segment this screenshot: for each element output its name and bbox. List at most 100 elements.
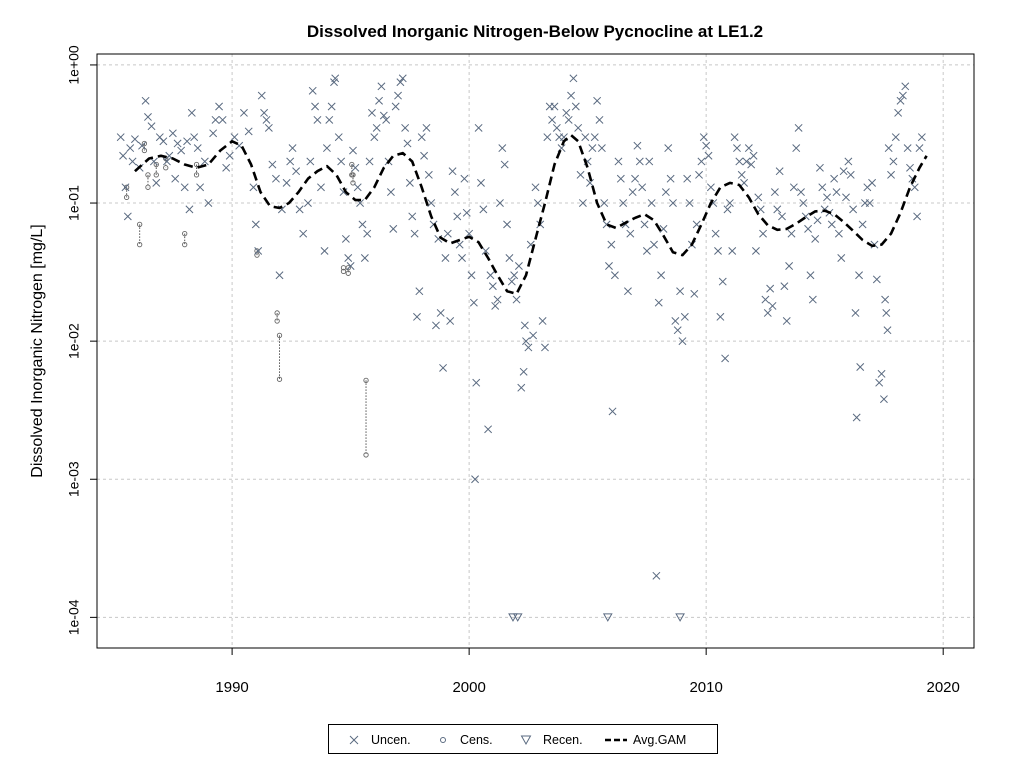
uncensored-point xyxy=(877,369,886,378)
uncensored-point xyxy=(678,337,687,346)
uncensored-point xyxy=(586,178,594,187)
uncensored-point xyxy=(288,144,297,153)
uncensored-point xyxy=(903,144,912,153)
uncensored-point xyxy=(887,170,895,179)
uncensored-point xyxy=(130,135,139,144)
uncensored-point xyxy=(398,74,407,83)
uncensored-point xyxy=(619,199,628,207)
uncensored-point xyxy=(718,277,727,286)
uncensored-point xyxy=(704,151,713,160)
uncensored-point xyxy=(367,108,376,117)
censored-point xyxy=(153,172,159,178)
triangle-down-icon xyxy=(520,735,532,746)
uncensored-point xyxy=(626,229,635,238)
uncensored-point xyxy=(581,133,590,142)
uncensored-point xyxy=(292,167,301,176)
uncensored-point xyxy=(652,571,661,580)
uncensored-point xyxy=(815,163,824,172)
uncensored-point xyxy=(251,220,260,229)
uncensored-point xyxy=(358,220,367,229)
uncensored-point xyxy=(353,183,362,192)
uncensored-point xyxy=(370,133,379,142)
uncensored-point xyxy=(295,205,304,214)
uncensored-point xyxy=(789,183,798,192)
uncensored-point xyxy=(676,287,685,296)
uncensored-point xyxy=(337,157,346,166)
uncensored-point xyxy=(351,163,360,172)
uncensored-point xyxy=(260,108,269,117)
uncensored-point xyxy=(360,254,369,262)
uncensored-point xyxy=(737,170,746,179)
uncensored-point xyxy=(602,220,611,229)
x-tick-label: 2000 xyxy=(452,679,485,696)
uncensored-point xyxy=(408,212,417,221)
uncensored-point xyxy=(386,188,395,197)
uncensored-point xyxy=(116,133,125,142)
uncensored-point xyxy=(209,129,218,138)
uncensored-point xyxy=(514,262,523,270)
uncensored-point xyxy=(190,133,199,142)
censored-point xyxy=(274,318,280,324)
uncensored-point xyxy=(834,229,843,238)
censored-point xyxy=(141,140,148,147)
uncensored-point xyxy=(524,343,533,352)
uncensored-point xyxy=(503,220,512,229)
uncensored-point xyxy=(200,157,209,166)
uncensored-point xyxy=(520,321,529,330)
uncensored-point xyxy=(590,133,599,142)
uncensored-point xyxy=(711,229,720,238)
legend-item-uncen: Uncen. xyxy=(343,725,411,755)
uncensored-point xyxy=(690,289,699,298)
uncensored-point xyxy=(882,309,891,317)
uncensored-point xyxy=(792,144,801,153)
uncensored-point xyxy=(377,82,386,91)
censored-point xyxy=(363,452,369,458)
circle-marker-icon xyxy=(440,737,446,743)
uncensored-point xyxy=(645,157,654,166)
uncensored-point xyxy=(597,144,606,153)
uncensored-point xyxy=(211,115,220,124)
uncensored-point xyxy=(522,337,530,346)
censored-point xyxy=(350,180,356,186)
uncensored-point xyxy=(541,343,549,352)
uncensored-point xyxy=(240,108,248,117)
uncensored-point xyxy=(706,183,715,192)
uncensored-point xyxy=(365,157,374,166)
uncensored-point xyxy=(628,188,637,197)
uncensored-point xyxy=(372,123,381,132)
censored-point xyxy=(153,161,159,168)
uncensored-point xyxy=(363,229,372,238)
axes: 1990 2000 2010 2020 1e-04 1e-03 1e-02 1e-01 1e+0… xyxy=(66,45,960,696)
uncensored-point xyxy=(787,229,796,238)
uncensored-point xyxy=(498,144,507,153)
uncensored-point xyxy=(180,183,189,192)
uncensored-point xyxy=(610,271,619,280)
y-tick-label: 1e-02 xyxy=(66,323,82,359)
x-tick-label: 1990 xyxy=(215,679,248,696)
uncensored-point xyxy=(183,137,192,146)
y-axis-label: Dissolved Inorganic Nitrogen [mg/L] xyxy=(29,224,46,477)
uncensored-point xyxy=(780,282,789,291)
uncensored-point xyxy=(797,188,805,197)
uncensored-point xyxy=(742,157,751,166)
censored-point xyxy=(276,332,283,339)
uncensored-point xyxy=(842,193,850,202)
uncensored-point xyxy=(308,86,317,95)
censored-point xyxy=(182,241,188,248)
uncensored-point xyxy=(331,74,340,83)
uncensored-point xyxy=(608,407,617,416)
uncensored-point xyxy=(401,123,410,132)
uncensored-point xyxy=(510,271,519,280)
uncensored-point xyxy=(567,91,576,100)
censored-point xyxy=(193,172,200,178)
uncensored-point xyxy=(257,91,266,100)
uncensored-point xyxy=(723,205,732,214)
uncensored-point xyxy=(770,188,779,197)
uncensored-point xyxy=(896,96,905,105)
legend-item-cens: Cens. xyxy=(432,725,493,755)
uncensored-point xyxy=(344,254,353,262)
uncensored-point xyxy=(275,271,284,280)
uncensored-point xyxy=(389,224,398,233)
uncensored-point xyxy=(168,129,177,138)
